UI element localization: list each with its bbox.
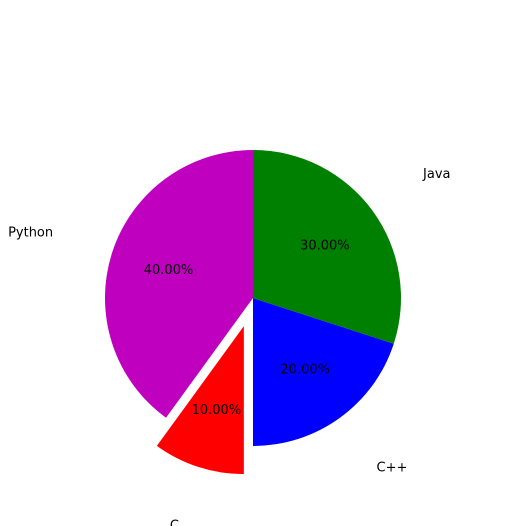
pie-slice-c: [156, 326, 244, 475]
percent-label-python: 40.00%: [144, 263, 194, 278]
percent-label-java: 30.00%: [300, 238, 350, 253]
category-labels: Python C C++ Java: [8, 167, 450, 526]
pie-slice-java: [253, 150, 402, 344]
pie-slice-python: [104, 150, 253, 418]
category-label-python: Python: [8, 226, 53, 241]
category-label-java: Java: [422, 167, 450, 182]
category-label-c: C: [170, 519, 179, 526]
category-label-cplusplus: C++: [377, 461, 408, 476]
percent-label-cplusplus: 20.00%: [280, 362, 330, 377]
percent-labels: 40.00% 10.00% 20.00% 30.00%: [144, 238, 350, 418]
pie-slice-cplusplus: [253, 298, 394, 446]
pie-slices: [104, 150, 402, 475]
percent-label-c: 10.00%: [192, 403, 242, 418]
